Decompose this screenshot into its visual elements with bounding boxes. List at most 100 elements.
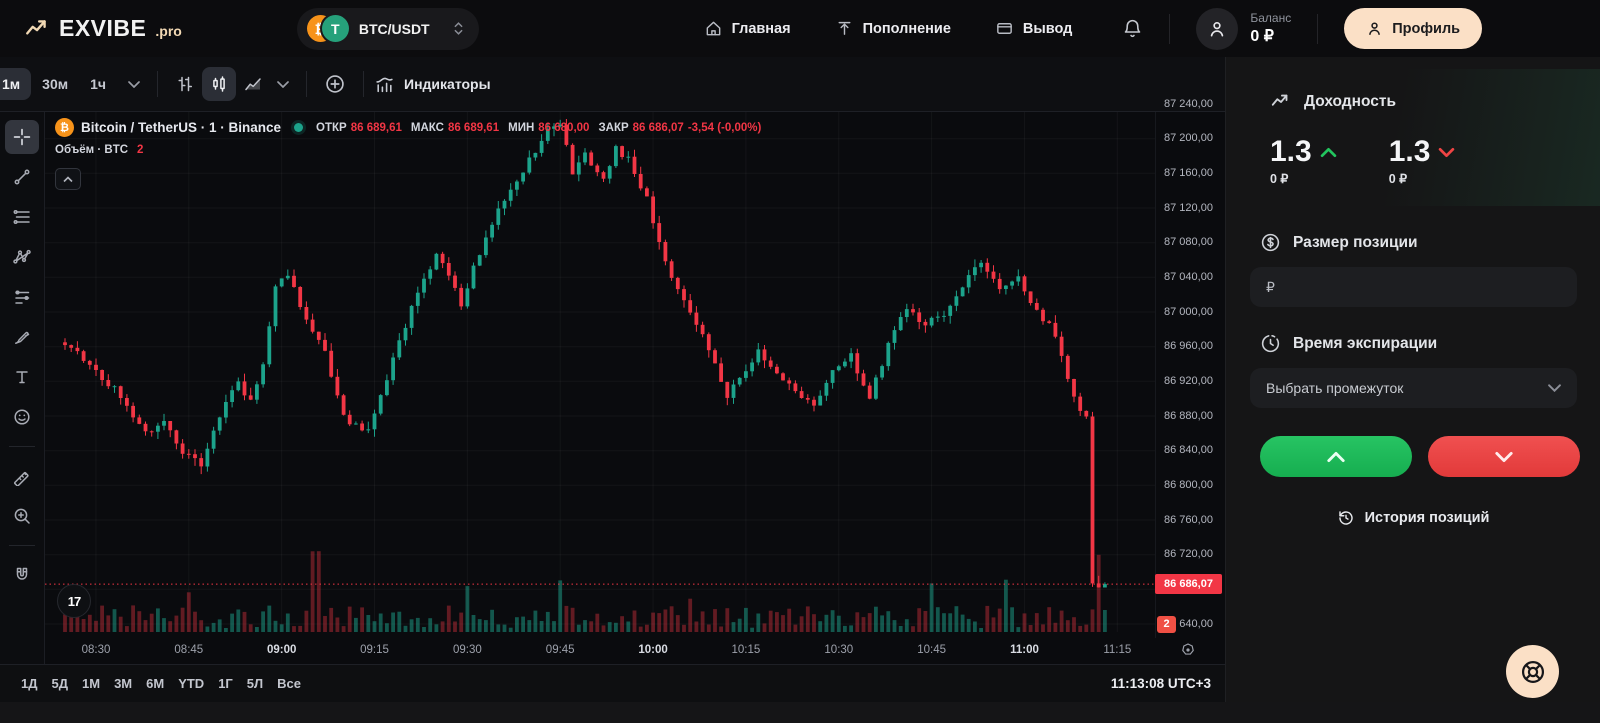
position-history-link[interactable]: История позиций: [1226, 509, 1600, 527]
logo-text: EXVIBE: [59, 15, 147, 41]
profit-up-sub: 0 ₽: [1270, 172, 1289, 186]
tool-crosshair-icon[interactable]: [5, 120, 39, 154]
time-tick: 09:15: [360, 644, 389, 656]
tool-ruler-icon[interactable]: [5, 459, 39, 493]
tool-zoom-in-icon[interactable]: [5, 499, 39, 533]
time-tick: 10:00: [638, 644, 668, 656]
support-button[interactable]: [1506, 645, 1559, 698]
profit-up-block: 1.3 0 ₽: [1270, 135, 1337, 186]
collapse-pane-button[interactable]: [55, 168, 81, 190]
notifications-bell-icon[interactable]: [1122, 18, 1143, 39]
timeframe-1ч[interactable]: 1ч: [79, 68, 117, 100]
nav-item-withdraw[interactable]: Вывод: [995, 19, 1072, 38]
tool-fib-retracement-icon[interactable]: [5, 200, 39, 234]
updown-chevron-icon: [454, 22, 463, 35]
avatar[interactable]: [1196, 7, 1239, 50]
price-tick: 87 000,00: [1164, 305, 1213, 318]
logo[interactable]: EXVIBE .pro: [24, 15, 182, 42]
chevron-down-icon: [1495, 451, 1513, 462]
main-nav: Главная Пополнение Вывод: [704, 19, 1072, 38]
range-5Д[interactable]: 5Д: [45, 671, 76, 696]
tool-xabcd-pattern-icon[interactable]: [5, 240, 39, 274]
chart-type-bars-icon[interactable]: [168, 67, 202, 101]
withdraw-icon: [995, 19, 1014, 38]
buy-up-button[interactable]: [1260, 436, 1412, 477]
compare-add-icon[interactable]: [317, 66, 353, 102]
indicators-label: Индикаторы: [404, 76, 491, 92]
sell-down-button[interactable]: [1428, 436, 1580, 477]
candlestick-plot[interactable]: [45, 112, 1155, 638]
timeframe-30м[interactable]: 30м: [31, 68, 79, 100]
chart-legend: ₿ Bitcoin / TetherUS · 1 · Binance ОТКР 8…: [55, 118, 761, 156]
timeframe-menu-chevron-icon[interactable]: [121, 74, 147, 95]
nav-label: Вывод: [1022, 20, 1073, 37]
price-tick: 87 240,00: [1164, 97, 1213, 110]
logo-trend-icon: [26, 19, 46, 35]
chevron-up-icon: [1320, 147, 1336, 157]
footer-strip: [0, 702, 1600, 723]
chart-type-area-icon[interactable]: [236, 67, 270, 101]
timeframe-1м[interactable]: 1м: [0, 68, 32, 100]
indicators-icon: [374, 74, 395, 95]
range-3М[interactable]: 3М: [107, 671, 139, 696]
nav-label: Пополнение: [862, 20, 951, 37]
price-tick: 86 640,00: [1164, 617, 1213, 630]
price-tick: 86 760,00: [1164, 513, 1213, 526]
range-6М[interactable]: 6М: [139, 671, 171, 696]
axis-settings-icon[interactable]: [1180, 642, 1196, 663]
chart-type-menu-chevron-icon[interactable]: [270, 74, 296, 95]
time-axis[interactable]: 08:30 08:45 09:00 09:15 09:30 09:45 10:00 10:15…: [45, 638, 1225, 664]
time-tick: 11:00: [1010, 644, 1039, 656]
close-label: ЗАКР: [598, 121, 629, 134]
history-icon: [1338, 511, 1353, 525]
range-1Д[interactable]: 1Д: [14, 671, 45, 696]
tool-magnet-icon[interactable]: [5, 558, 39, 592]
range-YTD[interactable]: YTD: [171, 671, 211, 696]
profit-down-sub: 0 ₽: [1388, 172, 1408, 186]
price-tick: 86 840,00: [1164, 444, 1213, 457]
tool-long-position-icon[interactable]: [5, 280, 39, 314]
open-label: ОТКР: [316, 121, 347, 134]
position-size-input[interactable]: [1250, 267, 1577, 307]
tool-text-icon[interactable]: [5, 360, 39, 394]
nav-item-home[interactable]: Главная: [704, 19, 791, 38]
symbol-title: Bitcoin / TetherUS · 1 · Binance: [81, 120, 282, 135]
tool-brush-icon[interactable]: [5, 320, 39, 354]
pair-selector[interactable]: ₿ T BTC/USDT: [296, 7, 479, 50]
session-clock[interactable]: 11:13:08 UTC+3: [1110, 676, 1211, 691]
range-1М[interactable]: 1М: [75, 671, 107, 696]
nav-label: Главная: [731, 20, 791, 37]
price-tick: 86 880,00: [1164, 409, 1213, 422]
profile-button[interactable]: Профиль: [1344, 8, 1483, 49]
close-value: 86 686,07: [632, 121, 684, 134]
tradingview-logo[interactable]: 17: [57, 584, 91, 618]
price-tick: 87 200,00: [1164, 132, 1213, 145]
market-status-dot: [294, 123, 304, 132]
nav-item-deposit[interactable]: Пополнение: [835, 19, 951, 38]
trade-sidebar: Доходность 1.3 0 ₽ 1.3 0 ₽: [1225, 57, 1600, 702]
lifebuoy-icon: [1521, 660, 1544, 683]
balance-block: Баланс 0 ₽: [1250, 11, 1291, 46]
time-tick: 10:30: [824, 644, 854, 656]
expiry-select[interactable]: Выбрать промежуток: [1250, 368, 1577, 408]
tool-emoji-icon[interactable]: [5, 400, 39, 434]
low-value: 86 680,00: [538, 121, 590, 134]
profile-person-icon: [1369, 22, 1381, 35]
chart-type-candles-icon[interactable]: [202, 67, 237, 101]
profit-up-value: 1.3: [1270, 135, 1312, 168]
price-tick: 86 920,00: [1164, 374, 1213, 387]
profit-panel: Доходность 1.3 0 ₽ 1.3 0 ₽: [1226, 69, 1600, 206]
range-1Г[interactable]: 1Г: [211, 671, 240, 696]
volume-label: Объём · BTC: [55, 144, 129, 156]
price-axis[interactable]: 87 240,00 87 200,00 87 160,00 87 120,00 87 0…: [1155, 98, 1225, 638]
range-Все[interactable]: Все: [270, 671, 308, 696]
profile-label: Профиль: [1392, 20, 1461, 37]
time-tick: 10:45: [917, 644, 946, 656]
chart-toolbar: 1м 30м 1ч Индикаторы: [0, 57, 1225, 112]
current-price-badge: 86 686,07: [1155, 574, 1222, 595]
indicators-button[interactable]: Индикаторы: [374, 74, 491, 95]
price-tick: 87 120,00: [1164, 201, 1213, 214]
tool-trend-line-icon[interactable]: [5, 160, 39, 194]
bitcoin-coin-icon: ₿: [55, 118, 74, 137]
range-5Л[interactable]: 5Л: [240, 671, 270, 696]
